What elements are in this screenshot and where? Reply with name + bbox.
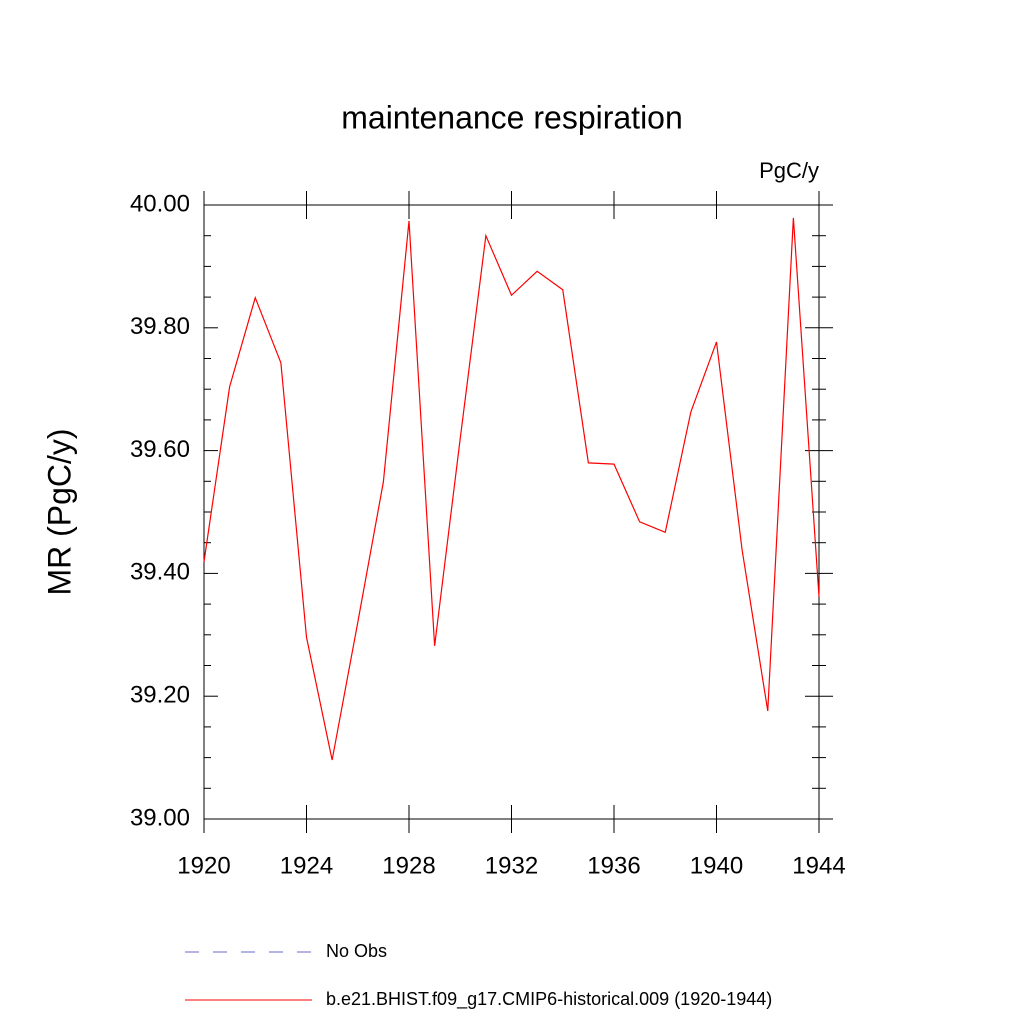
legend-label: No Obs <box>326 941 387 961</box>
plot-frame <box>203 204 820 820</box>
y-tick-label: 39.20 <box>130 682 190 709</box>
y-tick-label: 39.60 <box>130 436 190 463</box>
x-tick-label: 1944 <box>792 852 845 879</box>
legend-label: b.e21.BHIST.f09_g17.CMIP6-historical.009… <box>326 989 772 1010</box>
x-tick-label: 1924 <box>280 852 333 879</box>
y-tick-label: 39.80 <box>130 313 190 340</box>
units-label: PgC/y <box>759 158 819 183</box>
x-tick-label: 1936 <box>587 852 640 879</box>
y-tick-label: 39.00 <box>130 804 190 831</box>
x-tick-label: 1940 <box>690 852 743 879</box>
chart-title: maintenance respiration <box>341 99 683 135</box>
y-tick-label: 40.00 <box>130 190 190 217</box>
x-tick-label: 1928 <box>382 852 435 879</box>
y-axis-label: MR (PgC/y) <box>41 428 77 595</box>
data-line <box>203 217 820 761</box>
x-tick-label: 1920 <box>177 852 230 879</box>
x-tick-label: 1932 <box>485 852 538 879</box>
y-tick-label: 39.40 <box>130 559 190 586</box>
